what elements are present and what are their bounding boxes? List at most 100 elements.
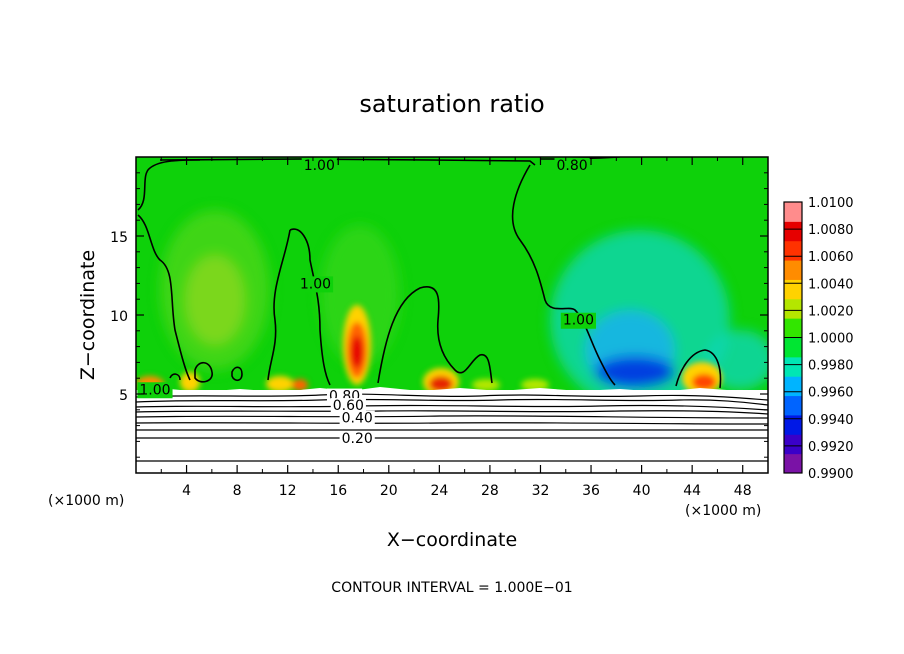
hotspot-12km [292,379,308,391]
x-tick-label: 32 [532,483,550,499]
contour-0-40 [136,422,768,425]
x-tick-label: 16 [329,483,347,499]
colorbar-swatch [784,221,802,242]
contour-label: 0.40 [342,411,373,427]
contour-labels: 1.00 0.801.001.001.00 0.800.600.400.20 [137,157,596,448]
cloud-base-edge [136,387,768,396]
contour-1-00-blob-b [231,366,243,382]
contour-0-50 [136,415,768,419]
colorbar-tick-label: 1.0080 [808,223,854,238]
x-axis-label: X−coordinate [387,529,517,551]
contour-lines [137,157,722,389]
colorbar-tick-label: 0.9980 [808,359,854,374]
contour-label-background [137,382,173,399]
field-blob-blue-base [595,356,675,388]
colorbar-swatch [784,395,802,416]
colorbar-swatch [784,376,802,397]
contour-1-00-dome [377,286,493,384]
contour-label-background [301,157,337,174]
hotspot-5km [180,372,200,392]
field-blob-left-core [185,255,245,345]
colorbar-tick-label: 1.0020 [808,304,854,319]
contour-1-00-left-edge [137,159,201,211]
colorbar-tick-label: 0.9960 [808,386,854,401]
contour-label-background [330,398,366,415]
contour-label-background [339,431,375,448]
colorbar-swatch [784,434,802,455]
contour-label-background [297,276,334,293]
y-tick-label: 10 [110,309,128,325]
contour-label: 1.00 [563,313,594,329]
colorbar-tick-label: 1.0040 [808,277,854,292]
x-tick-label: 12 [279,483,297,499]
x-tick-label: 24 [430,483,448,499]
colorbar-tick-label: 1.0000 [808,332,854,347]
field-blobs [160,210,768,410]
contour-1-00-top [159,158,536,166]
colorbar-swatch [784,298,802,319]
contour-1-00-thin-column [289,228,331,386]
lower-contour-lines [136,393,768,462]
y-tick-label: 15 [110,230,128,246]
contour-1-00-blob-c [169,373,181,381]
colorbar-swatch [784,260,802,280]
contour-1-00-right-descent [511,164,616,386]
contour-label: 0.20 [342,431,373,447]
colorbar-tick-label: 0.9920 [808,440,854,455]
contour-label-background [339,410,375,427]
lower-white-region [136,390,768,473]
y-tick-label: 5 [119,388,128,404]
x-unit-left: (×1000 m) [48,493,124,509]
colorbar-tick-label: 0.9940 [808,413,854,428]
contour-0-70 [136,404,768,411]
y-axis-label: Z−coordinate [77,250,99,380]
contour-1-00-inner-column [267,229,291,381]
colorbar-swatch [784,453,802,474]
y-axis: 5 10 15 [110,172,768,458]
x-tick-label: 28 [481,483,499,499]
contour-interval-note: CONTOUR INTERVAL = 1.000E−01 [331,580,572,596]
x-tick-label: 48 [734,483,752,499]
chart-title: saturation ratio [359,90,544,118]
hotspot-17km-core [351,336,363,368]
x-tick-label: 36 [582,483,600,499]
colorbar-tick-label: 0.9900 [808,467,854,482]
x-tick-label: 40 [633,483,651,499]
x-tick-label: 4 [182,483,191,499]
contour-label: 1.00 [300,276,331,292]
hotspot-30km [521,379,549,391]
plot-area: 1.00 0.801.001.001.00 0.800.600.400.20 [136,157,768,473]
contour-1-00-left-column [137,214,191,381]
x-tick-label: 20 [380,483,398,499]
field-blob-mid-column [320,225,400,365]
contour-label: 0.80 [556,158,587,174]
contour-label-background [554,157,590,174]
contour-0-60 [136,410,768,415]
colorbar-swatch [784,240,802,261]
colorbar: 1.0100 1.0080 1.0060 1.0040 1.0020 1.0000 0.99… [783,196,854,482]
colorbar-swatch [784,318,802,338]
contour-1-00-blob-a [194,361,213,383]
colorbar-tick-label: 1.0100 [808,196,854,211]
x-tick-label: 44 [683,483,701,499]
x-unit-right: (×1000 m) [685,503,761,519]
colorbar-swatch [784,414,802,435]
contour-label-background [560,312,596,329]
x-axis: 4 8 12 16 20 24 28 32 36 40 44 48 [160,157,752,499]
contour-0-75 [136,398,768,406]
contour-label: 0.60 [333,398,364,414]
colorbar-swatch [784,337,802,358]
contour-label: 1.00 [139,382,170,398]
hotspot-44km-core [692,374,716,390]
hotspot-27km [472,379,500,391]
hotspot-24km-core [429,376,453,392]
contour-1-00-small-cell [675,349,722,389]
contour-label: 1.00 [304,158,335,174]
colorbar-swatch [784,202,802,222]
contour-0-80 [136,393,768,401]
colorbar-tick-label: 1.0060 [808,250,854,265]
colorbar-swatch [784,279,802,300]
x-tick-label: 8 [233,483,242,499]
colorbar-swatch [784,356,802,377]
